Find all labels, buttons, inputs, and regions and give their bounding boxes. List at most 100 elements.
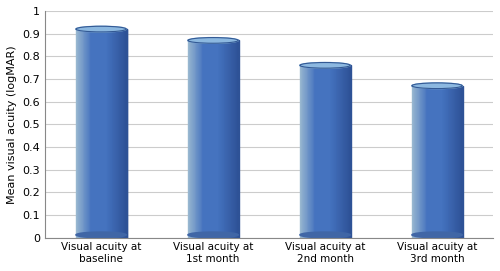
Bar <box>432 86 434 238</box>
Bar <box>202 40 203 238</box>
Bar <box>109 29 110 238</box>
Bar <box>338 65 340 238</box>
Bar <box>100 29 102 238</box>
Bar <box>88 29 90 238</box>
Bar <box>188 40 190 238</box>
Bar <box>236 40 238 238</box>
Bar <box>200 40 202 238</box>
Bar <box>326 65 328 238</box>
Bar <box>232 40 234 238</box>
Bar <box>328 65 329 238</box>
Bar <box>86 29 87 238</box>
Bar <box>305 65 306 238</box>
Bar <box>110 29 111 238</box>
Bar <box>112 29 113 238</box>
Bar <box>306 65 308 238</box>
Bar <box>347 65 348 238</box>
Bar <box>336 65 337 238</box>
Bar <box>329 65 330 238</box>
Bar <box>412 86 413 238</box>
Bar <box>90 29 92 238</box>
Bar <box>193 40 194 238</box>
Bar <box>310 65 311 238</box>
Bar <box>438 86 440 238</box>
Bar <box>81 29 82 238</box>
Bar <box>96 29 98 238</box>
Bar <box>78 29 80 238</box>
Bar <box>214 40 216 238</box>
Bar <box>205 40 206 238</box>
Bar <box>350 65 352 238</box>
Bar <box>118 29 120 238</box>
Bar <box>434 86 435 238</box>
Bar <box>424 86 425 238</box>
Bar <box>194 40 196 238</box>
Bar <box>427 86 428 238</box>
Bar <box>460 86 462 238</box>
Bar <box>222 40 223 238</box>
Bar <box>436 86 437 238</box>
Bar <box>348 65 349 238</box>
Bar <box>323 65 324 238</box>
Bar <box>93 29 94 238</box>
Bar <box>442 86 444 238</box>
Bar <box>116 29 117 238</box>
Bar <box>211 40 212 238</box>
Bar <box>454 86 455 238</box>
Bar <box>459 86 460 238</box>
Bar <box>124 29 126 238</box>
Bar <box>300 65 301 238</box>
Bar <box>418 86 419 238</box>
Bar <box>112 29 114 238</box>
Bar <box>440 86 441 238</box>
Bar <box>452 86 453 238</box>
Bar <box>218 40 219 238</box>
Bar <box>121 29 122 238</box>
Bar <box>312 65 314 238</box>
Bar <box>322 65 323 238</box>
Bar <box>98 29 99 238</box>
Bar <box>106 29 107 238</box>
Bar <box>344 65 346 238</box>
Bar <box>330 65 332 238</box>
Bar <box>342 65 343 238</box>
Bar <box>224 40 226 238</box>
Bar <box>334 65 335 238</box>
Bar <box>324 65 325 238</box>
Bar <box>451 86 452 238</box>
Bar <box>447 86 448 238</box>
Ellipse shape <box>188 38 238 43</box>
Bar <box>76 29 77 238</box>
Bar <box>446 86 447 238</box>
Bar <box>208 40 210 238</box>
Bar <box>209 40 210 238</box>
Bar <box>196 40 198 238</box>
Bar <box>341 65 342 238</box>
Bar <box>220 40 222 238</box>
Bar <box>318 65 320 238</box>
Bar <box>311 65 312 238</box>
Bar <box>445 86 446 238</box>
Bar <box>339 65 340 238</box>
Bar <box>206 40 207 238</box>
Bar <box>204 40 205 238</box>
Bar <box>330 65 331 238</box>
Bar <box>418 86 420 238</box>
Bar <box>217 40 218 238</box>
Bar <box>228 40 229 238</box>
Bar <box>80 29 81 238</box>
Bar <box>223 40 224 238</box>
Bar <box>111 29 112 238</box>
Bar <box>306 65 307 238</box>
Bar <box>453 86 454 238</box>
Bar <box>348 65 350 238</box>
Ellipse shape <box>412 83 463 89</box>
Bar <box>420 86 422 238</box>
Bar <box>417 86 418 238</box>
Bar <box>77 29 78 238</box>
Bar <box>82 29 83 238</box>
Bar <box>300 65 302 238</box>
Bar <box>212 40 213 238</box>
Bar <box>457 86 458 238</box>
Bar <box>444 86 446 238</box>
